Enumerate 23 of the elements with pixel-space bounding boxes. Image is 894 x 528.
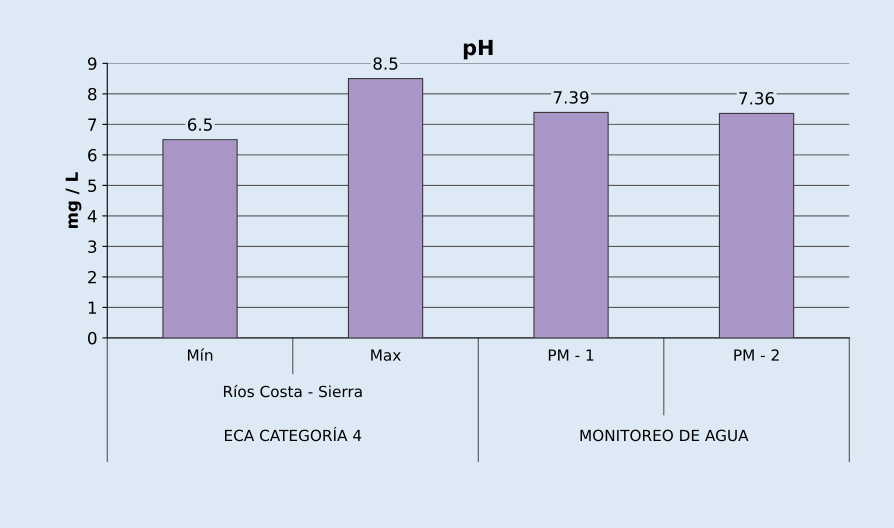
x-tick-label: PM - 2: [734, 349, 779, 361]
data-label: 7.39: [554, 91, 588, 104]
x-tick-label: Mín: [188, 348, 212, 361]
chart-title: pH: [464, 40, 493, 60]
text: MONITOREO DE AGUA: [580, 430, 748, 442]
y-tick-label: 5: [88, 180, 96, 192]
y-tick-label: 0: [88, 332, 96, 344]
y-tick-label: 7: [88, 118, 96, 131]
y-tick-label: 3: [88, 240, 96, 253]
y-tick-label: 6: [88, 148, 97, 162]
y-tick-label: 1: [88, 302, 96, 314]
y-tick-label: 8: [88, 88, 96, 100]
text: Ríos Costa - Sierra: [224, 384, 362, 398]
data-label: 6.5: [188, 118, 212, 131]
text: ECA CATEGORÍA 4: [225, 426, 362, 442]
data-label: 7.36: [739, 92, 774, 105]
x-tick-label: PM - 1: [548, 350, 594, 361]
y-tick-label: 4: [88, 210, 97, 222]
y-tick-label: 9: [88, 57, 96, 70]
y-axis-title: mg / L: [66, 172, 82, 228]
y-tick-label: 2: [88, 270, 96, 284]
x-tick-label: Max: [371, 350, 401, 361]
data-label: 8.5: [373, 57, 398, 70]
